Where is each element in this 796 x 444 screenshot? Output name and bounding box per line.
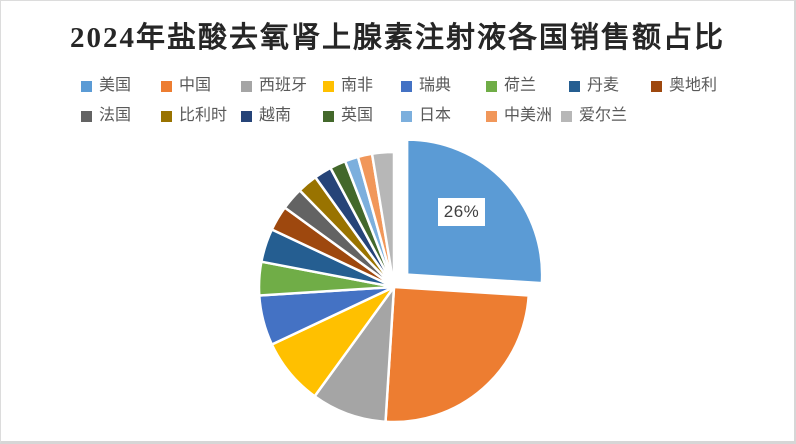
legend-item-label: 爱尔兰: [579, 107, 628, 124]
legend-item-10[interactable]: 越南: [241, 107, 291, 125]
legend-item-8[interactable]: 法国: [81, 107, 131, 125]
legend-swatch-icon: [561, 110, 572, 122]
legend-swatch-icon: [81, 110, 92, 122]
legend-swatch-icon: [323, 80, 334, 92]
legend-item-label: 越南: [259, 107, 292, 124]
legend-swatch-icon: [401, 110, 412, 122]
legend-swatch-icon: [486, 110, 497, 122]
legend-swatch-icon: [486, 80, 497, 92]
legend-item-label: 中国: [179, 77, 212, 94]
legend-item-label: 中美洲: [504, 107, 553, 124]
legend-swatch-icon: [651, 80, 662, 92]
chart-title: 2024年盐酸去氧肾上腺素注射液各国销售额占比: [69, 22, 725, 54]
legend-item-label: 法国: [99, 107, 132, 124]
pie-slice-14[interactable]: [370, 150, 396, 289]
legend-item-label: 美国: [99, 77, 132, 94]
legend-item-6[interactable]: 丹麦: [569, 77, 619, 95]
data-label-box: 26%: [438, 198, 485, 226]
legend-swatch-icon: [323, 110, 334, 122]
legend-item-label: 奥地利: [669, 77, 718, 94]
legend-item-3[interactable]: 南非: [323, 77, 373, 95]
legend-item-label: 丹麦: [587, 77, 620, 94]
legend-item-5[interactable]: 荷兰: [486, 77, 536, 95]
legend-swatch-icon: [241, 80, 252, 92]
legend-item-14[interactable]: 爱尔兰: [561, 107, 627, 125]
legend-item-9[interactable]: 比利时: [161, 107, 227, 125]
legend-item-label: 南非: [341, 77, 374, 94]
legend-item-13[interactable]: 中美洲: [486, 107, 552, 125]
legend-swatch-icon: [569, 80, 580, 92]
legend-item-4[interactable]: 瑞典: [401, 77, 451, 95]
legend-item-11[interactable]: 英国: [323, 107, 373, 125]
data-label-text: 26%: [443, 202, 480, 221]
legend-item-12[interactable]: 日本: [401, 107, 451, 125]
legend-item-label: 瑞典: [419, 77, 452, 94]
pie-slice-1[interactable]: [384, 285, 530, 424]
legend-swatch-icon: [241, 110, 252, 122]
legend-item-1[interactable]: 中国: [161, 77, 211, 95]
legend-item-label: 荷兰: [504, 77, 537, 94]
legend-item-label: 西班牙: [259, 77, 308, 94]
legend-item-label: 日本: [419, 107, 452, 124]
legend-item-label: 比利时: [179, 107, 228, 124]
legend-swatch-icon: [81, 80, 92, 92]
legend-item-7[interactable]: 奥地利: [651, 77, 717, 95]
legend-item-label: 英国: [341, 107, 374, 124]
legend-swatch-icon: [401, 80, 412, 92]
legend-item-2[interactable]: 西班牙: [241, 77, 307, 95]
legend-swatch-icon: [161, 80, 172, 92]
legend-swatch-icon: [161, 110, 172, 122]
legend-item-0[interactable]: 美国: [81, 77, 131, 95]
